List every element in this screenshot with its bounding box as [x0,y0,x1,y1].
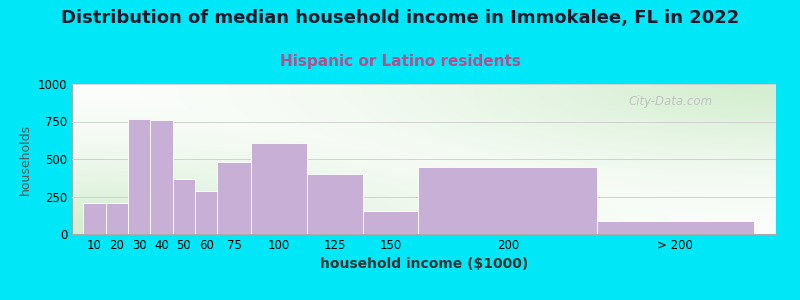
Bar [128,118,150,234]
Bar [150,120,173,234]
Bar [362,211,418,234]
Bar [306,174,362,234]
Bar [106,202,128,234]
Bar [598,220,754,234]
Text: City-Data.com: City-Data.com [628,95,712,109]
Bar [173,178,195,234]
Bar [195,190,218,234]
X-axis label: household income ($1000): household income ($1000) [320,257,528,272]
Bar [418,167,598,234]
Bar [218,162,250,234]
Y-axis label: households: households [19,123,32,195]
Bar [250,142,306,234]
Text: Hispanic or Latino residents: Hispanic or Latino residents [279,54,521,69]
Bar [83,202,106,234]
Text: Distribution of median household income in Immokalee, FL in 2022: Distribution of median household income … [61,9,739,27]
